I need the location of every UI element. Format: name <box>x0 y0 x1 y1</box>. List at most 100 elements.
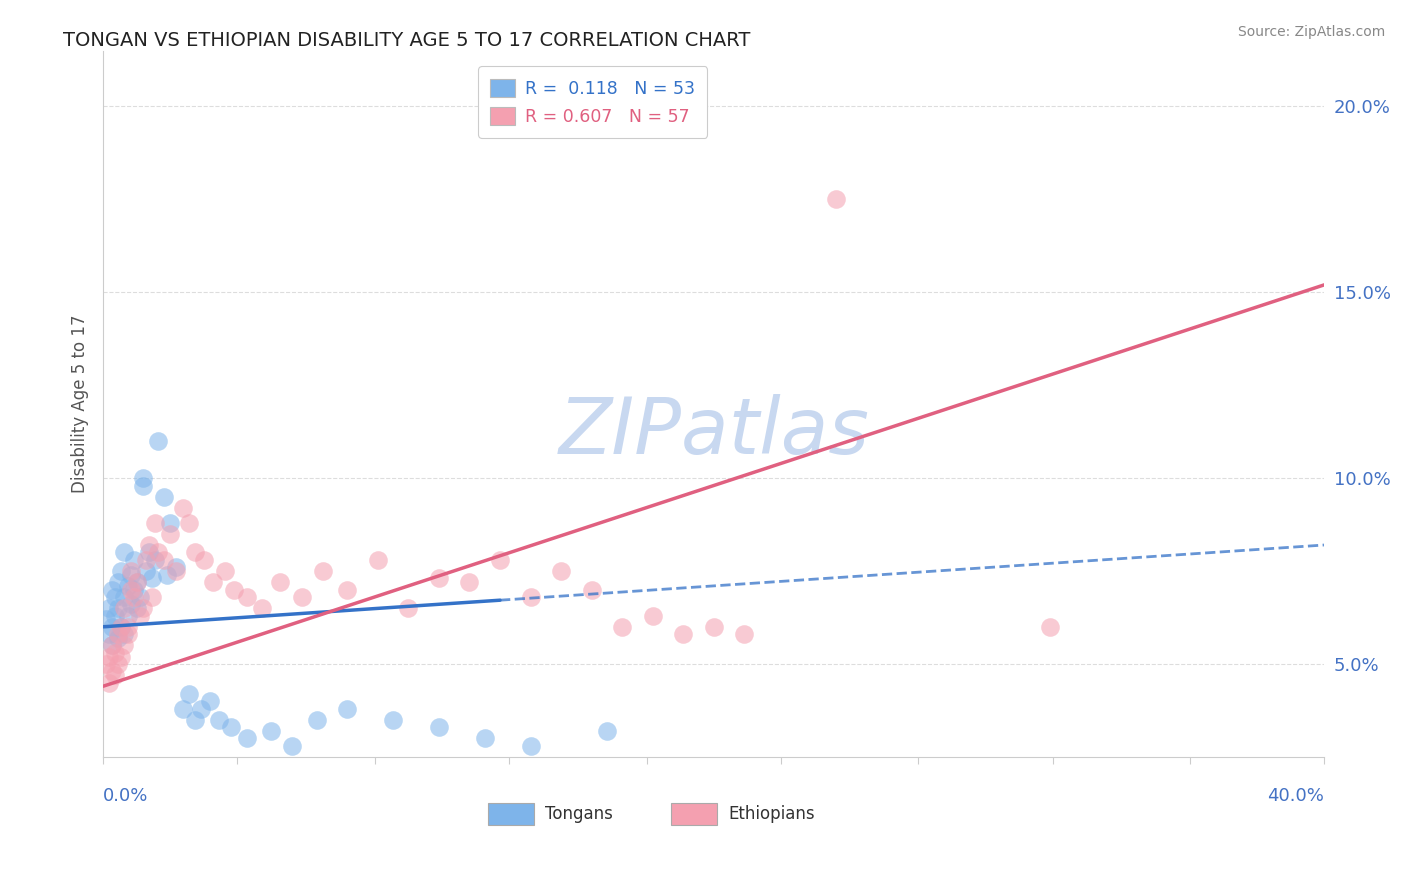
Point <box>98 675 121 690</box>
Point <box>122 582 145 597</box>
Point <box>519 739 541 753</box>
Point <box>489 553 512 567</box>
Point <box>672 627 695 641</box>
Point <box>120 564 142 578</box>
Point <box>474 731 496 746</box>
Point <box>165 564 187 578</box>
Point <box>107 601 129 615</box>
Point <box>269 575 291 590</box>
Point <box>312 564 335 578</box>
Point <box>141 590 163 604</box>
Point <box>110 649 132 664</box>
Point <box>107 575 129 590</box>
Point <box>114 627 136 641</box>
Point <box>260 723 283 738</box>
Point <box>193 553 215 567</box>
Point <box>117 579 139 593</box>
Point <box>198 694 221 708</box>
Text: ZIPatlas: ZIPatlas <box>558 394 869 470</box>
Point <box>824 192 846 206</box>
Point <box>122 590 145 604</box>
Text: TONGAN VS ETHIOPIAN DISABILITY AGE 5 TO 17 CORRELATION CHART: TONGAN VS ETHIOPIAN DISABILITY AGE 5 TO … <box>63 31 751 50</box>
Point <box>138 545 160 559</box>
Point <box>96 657 118 671</box>
Point <box>581 582 603 597</box>
Point <box>143 553 166 567</box>
Point <box>172 701 194 715</box>
Point <box>281 739 304 753</box>
Text: Ethiopians: Ethiopians <box>728 805 815 823</box>
Point <box>104 608 127 623</box>
Point <box>125 575 148 590</box>
Point <box>550 564 572 578</box>
Point <box>128 608 150 623</box>
Point <box>114 590 136 604</box>
Point <box>120 567 142 582</box>
Point <box>153 490 176 504</box>
Point <box>141 571 163 585</box>
Point <box>98 601 121 615</box>
FancyBboxPatch shape <box>671 803 717 825</box>
Point <box>96 612 118 626</box>
Point <box>165 560 187 574</box>
Point <box>703 620 725 634</box>
Point <box>132 478 155 492</box>
Point <box>641 608 664 623</box>
Point <box>596 723 619 738</box>
Point <box>107 657 129 671</box>
Point <box>183 545 205 559</box>
Point <box>120 582 142 597</box>
Point <box>221 720 243 734</box>
Point <box>114 601 136 615</box>
Point <box>117 627 139 641</box>
Text: 0.0%: 0.0% <box>103 787 149 805</box>
Point <box>98 649 121 664</box>
Point <box>101 665 124 679</box>
Point <box>143 516 166 530</box>
Point <box>305 713 328 727</box>
Point <box>183 713 205 727</box>
Point <box>202 575 225 590</box>
Point <box>610 620 633 634</box>
Point <box>733 627 755 641</box>
Point <box>336 701 359 715</box>
Point <box>114 638 136 652</box>
Point <box>138 538 160 552</box>
Point <box>135 553 157 567</box>
Point <box>110 564 132 578</box>
Point <box>427 571 450 585</box>
Point <box>382 713 405 727</box>
Point <box>208 713 231 727</box>
Point <box>120 598 142 612</box>
Point <box>135 564 157 578</box>
Point <box>132 471 155 485</box>
Point <box>107 631 129 645</box>
Point <box>110 620 132 634</box>
Text: Source: ZipAtlas.com: Source: ZipAtlas.com <box>1237 25 1385 39</box>
Point <box>132 601 155 615</box>
Text: Tongans: Tongans <box>546 805 613 823</box>
Text: 40.0%: 40.0% <box>1267 787 1324 805</box>
Point <box>146 434 169 448</box>
Point <box>101 620 124 634</box>
Point <box>104 590 127 604</box>
Point <box>214 564 236 578</box>
Y-axis label: Disability Age 5 to 17: Disability Age 5 to 17 <box>72 315 89 493</box>
Point <box>172 500 194 515</box>
Point <box>156 567 179 582</box>
Point <box>98 627 121 641</box>
Point <box>159 516 181 530</box>
Point <box>1038 620 1060 634</box>
Point <box>125 601 148 615</box>
Point <box>250 601 273 615</box>
Point <box>101 582 124 597</box>
Point <box>159 526 181 541</box>
Point <box>104 668 127 682</box>
Point <box>101 638 124 652</box>
Legend: R =  0.118   N = 53, R = 0.607   N = 57: R = 0.118 N = 53, R = 0.607 N = 57 <box>478 66 707 138</box>
Point <box>114 545 136 559</box>
Point <box>235 731 257 746</box>
Point <box>224 582 246 597</box>
Point <box>153 553 176 567</box>
Point <box>128 590 150 604</box>
